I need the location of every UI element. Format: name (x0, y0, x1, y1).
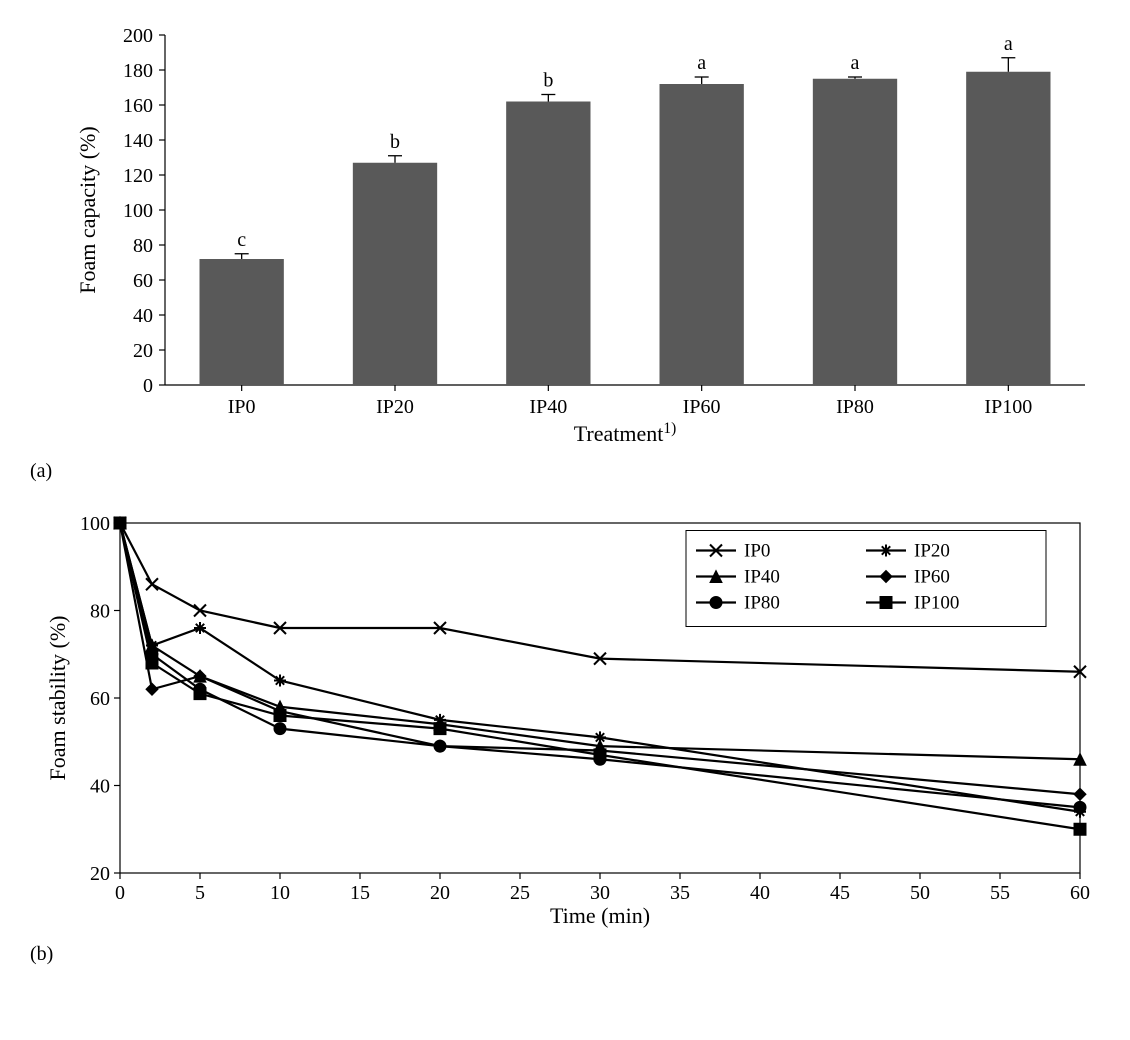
series-marker (146, 683, 158, 695)
sig-letter: a (851, 52, 860, 74)
x-tick-label: 60 (1070, 882, 1090, 904)
x-tick-label: IP100 (984, 396, 1032, 418)
x-axis-label: Treatment1) (574, 420, 676, 447)
x-tick-label: 35 (670, 882, 690, 904)
x-axis-label: Time (min) (550, 903, 650, 928)
panel-a-label: (a) (30, 460, 1110, 483)
y-axis-label: Foam stability (%) (45, 616, 70, 781)
series-marker (274, 675, 286, 687)
legend-label: IP20 (914, 541, 950, 562)
series-marker (1074, 823, 1086, 835)
bar (353, 163, 437, 385)
y-tick-label: 20 (133, 340, 153, 362)
sig-letter: a (697, 52, 706, 74)
bar (966, 72, 1050, 385)
x-tick-label: 45 (830, 882, 850, 904)
x-tick-label: IP80 (836, 396, 874, 418)
sig-letter: a (1004, 33, 1013, 55)
x-tick-label: 0 (115, 882, 125, 904)
y-tick-label: 60 (90, 688, 110, 710)
y-axis-label: Foam capacity (%) (75, 126, 100, 293)
x-tick-label: 55 (990, 882, 1010, 904)
y-tick-label: 100 (80, 513, 110, 535)
x-tick-label: IP40 (529, 396, 567, 418)
y-tick-label: 80 (90, 601, 110, 623)
x-tick-label: 30 (590, 882, 610, 904)
legend: IP0 IP20 IP40 IP60 IP80 IP100 (686, 531, 1046, 627)
bar (506, 102, 590, 386)
y-tick-label: 100 (123, 200, 153, 222)
y-tick-label: 200 (123, 25, 153, 47)
y-tick-label: 180 (123, 60, 153, 82)
legend-label: IP40 (744, 567, 780, 588)
foam-capacity-bar-chart: 0 20 40 60 80 100 120 140 160 180 200 Foam capacity… (20, 20, 1110, 450)
series-marker (274, 710, 286, 722)
y-tick-label: 20 (90, 863, 110, 885)
legend-label: IP100 (914, 593, 959, 614)
series-marker (146, 578, 158, 590)
series-marker (194, 622, 206, 634)
sig-letter: b (390, 131, 400, 153)
x-tick-label: IP60 (683, 396, 721, 418)
series-marker (194, 688, 206, 700)
y-tick-label: 120 (123, 165, 153, 187)
x-tick-label: IP0 (228, 396, 256, 418)
legend-label: IP0 (744, 541, 770, 562)
series-marker (434, 740, 446, 752)
series-marker (146, 657, 158, 669)
sig-letter: c (237, 229, 246, 251)
x-tick-label: 20 (430, 882, 450, 904)
sig-letter: b (543, 70, 553, 92)
panel-b-label: (b) (30, 943, 1110, 966)
x-tick-label: 50 (910, 882, 930, 904)
x-tick-label: 25 (510, 882, 530, 904)
series-marker (434, 723, 446, 735)
bar (200, 259, 284, 385)
x-tick-label: IP20 (376, 396, 414, 418)
y-tick-label: 60 (133, 270, 153, 292)
series-marker (1074, 788, 1086, 800)
y-tick-label: 140 (123, 130, 153, 152)
series-marker (274, 723, 286, 735)
series-marker (1074, 801, 1086, 813)
x-tick-label: 10 (270, 882, 290, 904)
series-marker (594, 749, 606, 761)
series-marker (114, 517, 126, 529)
bar (660, 84, 744, 385)
legend-label: IP80 (744, 593, 780, 614)
y-tick-label: 40 (133, 305, 153, 327)
y-tick-label: 80 (133, 235, 153, 257)
y-tick-label: 160 (123, 95, 153, 117)
x-tick-label: 15 (350, 882, 370, 904)
y-tick-label: 0 (143, 375, 153, 397)
x-tick-label: 40 (750, 882, 770, 904)
x-tick-label: 5 (195, 882, 205, 904)
foam-stability-line-chart: 20 40 60 80 100 0 5 10 15 20 25 30 35 40 45 50 55 60 Foam … (20, 503, 1110, 933)
y-tick-label: 40 (90, 776, 110, 798)
legend-label: IP60 (914, 567, 950, 588)
bar (813, 79, 897, 385)
